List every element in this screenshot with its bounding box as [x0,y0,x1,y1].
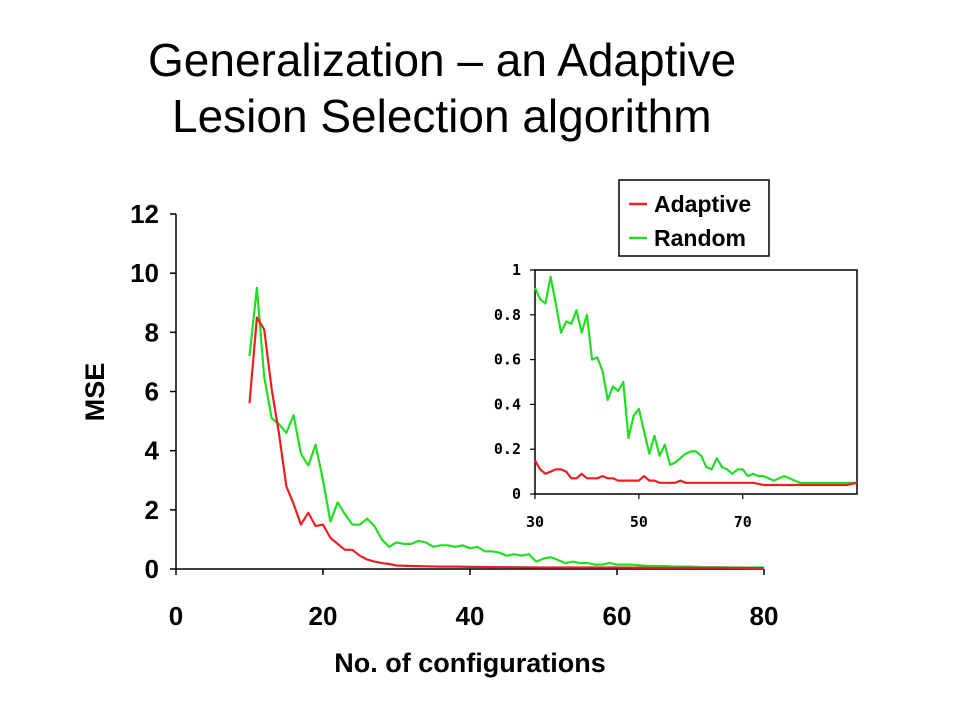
main-x-tick-label: 80 [750,601,779,631]
legend-label-random: Random [654,225,746,251]
inset-frame [534,269,858,495]
main-y-tick-label: 8 [145,317,159,347]
main-x-tick-label: 20 [309,601,338,631]
slide-title-line1: Generalization – an Adaptive [148,34,737,86]
inset-y-tick-label: 1 [512,261,521,279]
inset-x-tick-label: 50 [630,513,648,531]
main-y-axis-label: MSE [80,363,110,422]
slide-title-line2: Lesion Selection algorithm [172,90,712,142]
inset-y-tick-label: 0.8 [494,306,521,324]
main-x-axis-label: No. of configurations [334,648,605,678]
main-y-tick-label: 6 [145,377,159,407]
legend-box [618,179,770,257]
main-y-tick-label: 12 [130,199,159,229]
main-y-tick-label: 10 [130,258,159,288]
main-x-tick-label: 40 [456,601,485,631]
inset-background [482,258,862,543]
inset-y-tick-label: 0.2 [494,440,521,458]
main-series-random-line [248,286,764,569]
inset-x-tick-label: 30 [526,513,544,531]
slide-title: Generalization – an Adaptive Lesion Sele… [0,32,960,144]
main-x-tick-label: 0 [169,601,183,631]
main-y-tick-label: 2 [145,495,159,525]
main-x-tick-label: 60 [603,601,632,631]
inset-x-tick-label: 70 [734,513,752,531]
inset-y-tick-label: 0.6 [494,351,521,369]
inset-chart: 0 0.2 0.4 0.6 0.8 1 30 50 70 [482,258,862,543]
legend: Adaptive Random [618,179,770,257]
main-series-adaptive-line [248,316,765,570]
inset-y-tick-label: 0.4 [494,395,521,413]
inset-series-random-line [534,275,857,484]
main-y-tick-label: 0 [145,554,159,584]
legend-label-adaptive: Adaptive [654,191,751,217]
inset-y-tick-label: 0 [512,485,521,503]
inset-series-adaptive-line [534,459,858,487]
main-y-tick-label: 4 [145,436,160,466]
